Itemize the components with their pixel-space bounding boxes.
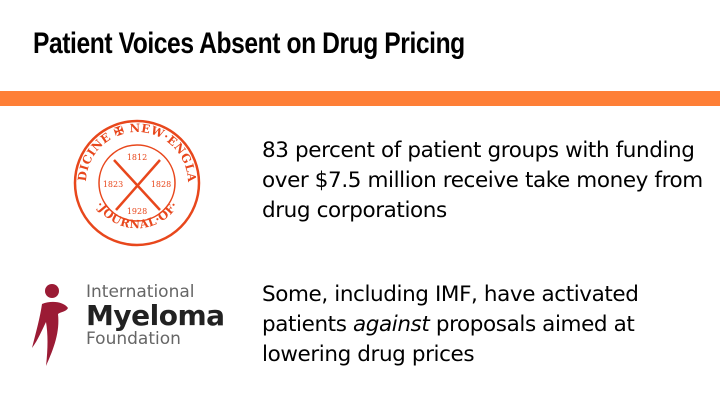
imf-text-before: Some, including IMF, have activated pati…: [262, 282, 639, 337]
imf-logo-foundation: Foundation: [86, 329, 181, 349]
seal-quill-icon: [115, 159, 161, 211]
accent-divider: [0, 91, 720, 106]
seal-ring-text-top: MEDICINE ✠ NEW·ENGLAND: [72, 118, 199, 184]
seal-inner-ring: [98, 144, 176, 222]
imf-activity-text: Some, including IMF, have activated pati…: [262, 280, 712, 370]
seal-year-top: 1812: [127, 153, 147, 162]
imf-logo-international: International: [86, 282, 195, 302]
seal-year-right: 1828: [151, 180, 171, 189]
imf-logo: International Myeloma Foundation: [30, 280, 250, 370]
nejm-finding-text: 83 percent of patient groups with fundin…: [262, 138, 703, 223]
seal-year-left: 1823: [103, 180, 123, 189]
imf-logo-myeloma: Myeloma: [86, 299, 225, 332]
imf-figure-icon: [32, 284, 68, 366]
slide-title: Patient Voices Absent on Drug Pricing: [33, 27, 465, 60]
svg-text:MEDICINE ✠ NEW·ENGLAND: MEDICINE ✠ NEW·ENGLAND: [72, 118, 199, 184]
seal-year-bottom: 1928: [127, 207, 147, 216]
seal-outer-ring: [73, 119, 201, 247]
imf-text-after: proposals aimed at lowering drug prices: [262, 312, 635, 367]
nejm-seal-logo: MEDICINE ✠ NEW·ENGLAND ·JOURNAL·OF· 1812…: [72, 118, 201, 247]
imf-text-emphasis: against: [352, 312, 430, 337]
